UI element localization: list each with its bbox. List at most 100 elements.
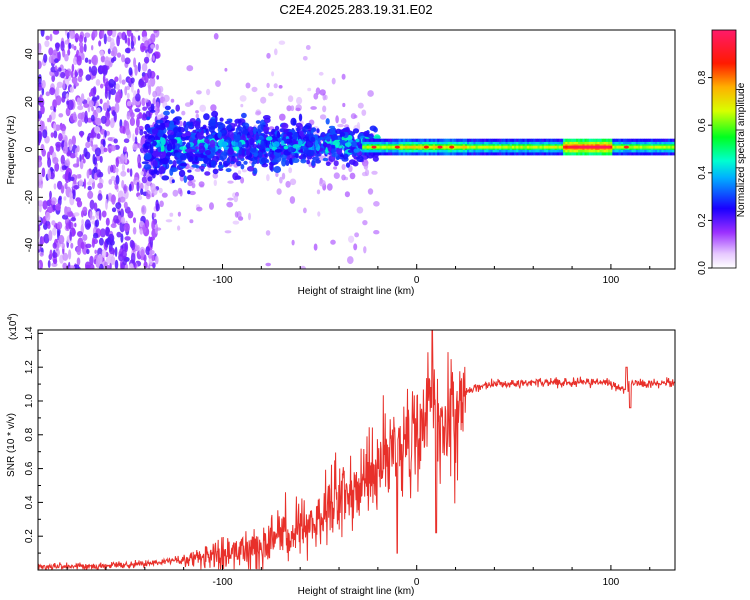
spectrogram-cell (213, 33, 219, 40)
spectrogram-cell (79, 45, 84, 54)
spectrogram-cell (337, 123, 344, 128)
spectrogram-cell (369, 125, 377, 132)
spectrogram-cell (79, 160, 84, 170)
snr-multiplier-base: (x10 (8, 320, 19, 340)
spectrogram-cell (58, 67, 62, 72)
spectrogram-cell (212, 173, 219, 179)
spectrogram-cell (356, 206, 364, 214)
spectrogram-cell (286, 131, 293, 137)
spectrogram-cell (234, 118, 242, 124)
spectrogram-cell (127, 37, 131, 47)
spectrogram-cell (45, 211, 51, 222)
spectrogram-cell (612, 145, 615, 149)
spectrogram-cell (96, 133, 101, 140)
spectrogram-cell (52, 242, 57, 249)
spectrogram-cell (120, 208, 124, 219)
spectrogram-cell (129, 239, 135, 249)
spectrogram-cell (151, 219, 156, 231)
spectrogram-cell (67, 211, 73, 217)
spectrogram-cell (554, 145, 557, 149)
spectrogram-cell (135, 93, 141, 102)
spectrogram-cell (78, 179, 84, 187)
spectrogram-cell (290, 105, 295, 112)
spectrogram-cell (130, 40, 135, 50)
spectrogram-cell (204, 143, 209, 149)
snr-xtick-label: 100 (603, 577, 620, 588)
spectrogram-cell (371, 170, 378, 175)
spectrogram-cell (51, 200, 56, 205)
spectrogram-cell (363, 246, 367, 254)
spectrogram-cell (53, 183, 57, 190)
spectrogram-cell (224, 120, 231, 125)
spectrogram-cell (89, 210, 93, 221)
spectrogram-heatmap (38, 30, 675, 269)
spectrogram-cell (610, 145, 613, 149)
spectrogram-cell (73, 45, 77, 51)
spectrogram-cell (80, 132, 83, 138)
spectrogram-cell (89, 264, 95, 269)
spectrogram-cell (299, 265, 307, 269)
spectrogram-cell (95, 219, 100, 228)
spectrogram-cell (240, 177, 245, 184)
spectrogram-cell (348, 235, 355, 243)
spectrogram-cell (363, 162, 369, 170)
spectrogram-cell (173, 127, 179, 134)
spectrogram-cell (195, 146, 200, 150)
spectrogram-cell (154, 255, 159, 265)
spectrogram-cell (121, 163, 125, 172)
spectrogram-cell (263, 126, 270, 132)
spectrogram-cell (65, 222, 69, 230)
spectrogram-cell (144, 219, 150, 229)
snr-ytick-label: 0.6 (24, 461, 35, 475)
spectrogram-cell (150, 44, 155, 49)
spectrogram-ylabel: Frequency (Hz) (6, 116, 17, 185)
spectrogram-cell (124, 47, 131, 54)
spectrogram-cell (98, 263, 104, 269)
spectrogram-cell (411, 145, 414, 149)
spectrogram-cell (302, 126, 308, 133)
spectrogram-cell (102, 64, 108, 75)
spectrogram-cell (516, 145, 519, 149)
spectrogram-cell (137, 162, 142, 168)
spectrogram-cell (102, 74, 106, 84)
spectrogram-cell (251, 86, 258, 93)
spectrogram-cell (338, 140, 347, 145)
colorbar-ticks: 0.0 0.2 0.4 0.6 0.8 (697, 70, 712, 275)
spectrogram-cell (60, 154, 65, 165)
spectrogram-cell (345, 162, 351, 168)
spectrogram-cell (158, 92, 164, 97)
spectrogram-cell (221, 141, 228, 148)
spectrogram-cell (522, 145, 525, 149)
spectrogram-cell (233, 153, 238, 157)
spectrogram-cell (477, 145, 481, 149)
spectrogram-cell (275, 172, 279, 178)
spectrogram-cell (192, 120, 201, 127)
spectrogram-cell (383, 145, 387, 149)
spectrogram-cell (80, 241, 85, 250)
spectrogram-cell (119, 153, 126, 164)
spectrogram-cell (565, 145, 568, 149)
spectrogram-cell (87, 185, 92, 191)
spectrogram-cell (143, 56, 150, 64)
spectrogram-cell (38, 133, 42, 144)
spectrogram-cell (152, 55, 155, 61)
spectrogram-cell (172, 189, 179, 197)
spectrogram-cell (78, 41, 84, 48)
spectrogram-ytick-label: 20 (24, 96, 35, 108)
spectrogram-cell (209, 139, 216, 148)
spectrogram-cell (120, 216, 126, 224)
spectrogram-cell (273, 83, 278, 89)
spectrogram-cell (631, 145, 634, 149)
spectrogram-cell (238, 141, 242, 148)
spectrogram-cell (518, 145, 521, 149)
snr-ticks: -100 0 100 0.2 0.4 0.6 0.8 1.0 1.2 1.4 (24, 326, 651, 588)
spectrogram-cell (165, 219, 173, 223)
colorbar-gradient (711, 29, 737, 269)
spectrogram-cell (353, 243, 358, 251)
spectrogram-xlabel: Height of straight line (km) (298, 286, 415, 297)
colorbar: 0.0 0.2 0.4 0.6 0.8 Normalized spectral ampl… (697, 29, 747, 275)
spectrogram-cell (505, 145, 508, 149)
spectrogram-cell (225, 168, 232, 173)
colorbar-tick-label: 0.2 (697, 213, 708, 227)
spectrogram-cell (124, 86, 128, 96)
